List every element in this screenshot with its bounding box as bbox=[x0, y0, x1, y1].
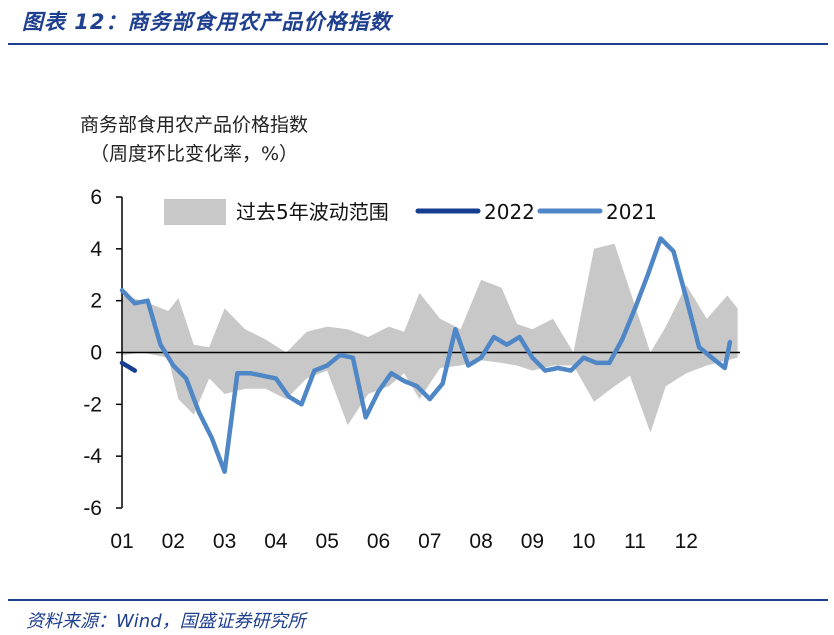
x-tick-label: 11 bbox=[624, 530, 646, 553]
x-tick-label: 01 bbox=[110, 530, 133, 553]
x-tick-label: 03 bbox=[213, 530, 236, 553]
source-note: 资料来源：Wind，国盛证券研究所 bbox=[26, 611, 306, 632]
legend-2022-label: 2022 bbox=[484, 200, 535, 224]
series-lines bbox=[119, 236, 733, 474]
x-tick-label: 07 bbox=[418, 530, 441, 553]
range-band-area bbox=[122, 243, 738, 433]
x-tick-label: 10 bbox=[572, 530, 595, 553]
range-band bbox=[122, 243, 738, 433]
header-divider bbox=[8, 43, 828, 45]
chart-canvas: 商务部食用农产品价格指数 （周度环比变化率，%） 6 4 2 0 -2 -4 -6 01 02 0… bbox=[80, 114, 740, 553]
figure-title: 图表 12：商务部食用农产品价格指数 bbox=[22, 10, 392, 34]
chart-unit-label: （周度环比变化率，%） bbox=[90, 143, 298, 165]
y-tick-label: 4 bbox=[90, 238, 102, 261]
footer-divider bbox=[8, 599, 828, 601]
y-tick-label: -4 bbox=[83, 445, 102, 468]
x-tick-label: 04 bbox=[264, 530, 288, 553]
legend-range-label: 过去5年波动范围 bbox=[236, 200, 389, 224]
y-tick-label: -6 bbox=[83, 497, 102, 520]
x-tick-label: 02 bbox=[162, 530, 185, 553]
x-tick-label: 09 bbox=[521, 530, 544, 553]
chart-title: 商务部食用农产品价格指数 bbox=[80, 114, 308, 136]
series-2021-line bbox=[119, 236, 733, 474]
y-tick-label: 0 bbox=[90, 342, 102, 365]
y-tick-label: 2 bbox=[90, 290, 102, 313]
legend-range-swatch bbox=[164, 199, 226, 225]
x-tick-label: 05 bbox=[316, 530, 339, 553]
x-tick-label: 06 bbox=[367, 530, 390, 553]
series-2022-line bbox=[119, 360, 138, 373]
axes: 6 4 2 0 -2 -4 -6 01 02 03 04 05 06 07 08 09 10 11 12 bbox=[83, 186, 740, 553]
y-tick-label: -2 bbox=[83, 393, 102, 416]
x-tick-label: 12 bbox=[675, 530, 698, 553]
legend: 过去5年波动范围 2022 2021 bbox=[164, 199, 657, 225]
legend-2021-label: 2021 bbox=[606, 200, 657, 224]
y-tick-label: 6 bbox=[90, 186, 102, 209]
x-tick-label: 08 bbox=[469, 530, 492, 553]
